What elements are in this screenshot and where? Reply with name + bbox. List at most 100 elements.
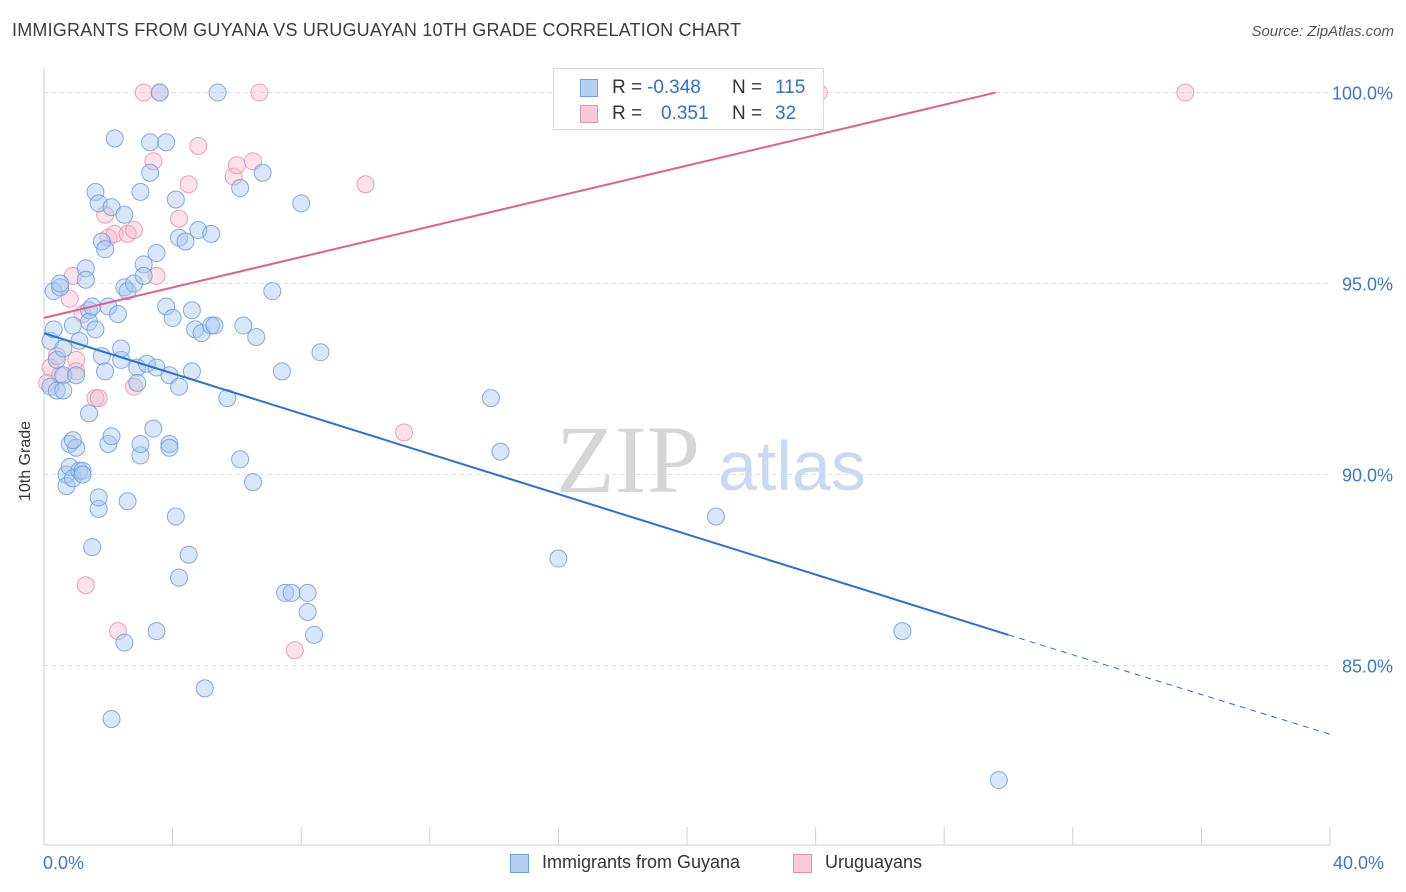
- uruguayans-point: [76, 576, 95, 595]
- guyana-point: [131, 434, 150, 453]
- watermark-zip: ZIP: [556, 406, 700, 513]
- uruguayans-point: [144, 152, 163, 171]
- y-tick-label: 90.0%: [1342, 466, 1393, 486]
- legend-r-value: -0.348: [647, 77, 701, 98]
- guyana-point: [118, 492, 137, 511]
- guyana-point: [86, 182, 105, 201]
- uruguayans-point: [189, 137, 208, 156]
- guyana-point: [73, 465, 92, 484]
- guyana-point: [63, 316, 82, 335]
- uruguayans-point: [47, 347, 66, 366]
- guyana-point: [54, 366, 73, 385]
- guyana-point: [147, 243, 166, 262]
- legend-row-guyana: R = -0.348 N = 115: [554, 75, 823, 101]
- guyana-point: [298, 603, 317, 622]
- y-axis-label-wrap: 10th Grade: [6, 412, 46, 532]
- bottom-legend-swatch-pink: [793, 854, 812, 873]
- uruguayans-point: [108, 622, 127, 641]
- uruguayans-trend-line: [43, 91, 996, 319]
- guyana-points: [41, 83, 1008, 790]
- x-tick-label-max: 40.0%: [1333, 853, 1385, 873]
- uruguayans-point: [179, 175, 198, 194]
- guyana-point: [80, 404, 99, 423]
- source-label: Source: ZipAtlas.com: [1251, 23, 1394, 40]
- guyana-trend-line: [43, 332, 1009, 636]
- legend-swatch-pink: [580, 105, 598, 123]
- guyana-point: [170, 568, 189, 587]
- guyana-point: [67, 366, 86, 385]
- guyana-point: [253, 163, 272, 182]
- guyana-point: [51, 274, 70, 293]
- guyana-point: [298, 583, 317, 602]
- guyana-point: [263, 282, 282, 301]
- guyana-point: [51, 278, 70, 297]
- guyana-point: [706, 507, 725, 526]
- guyana-point: [202, 224, 221, 243]
- guyana-point: [311, 343, 330, 362]
- guyana-point: [160, 434, 179, 453]
- guyana-point: [163, 308, 182, 327]
- bottom-legend-label: Immigrants from Guyana: [542, 852, 741, 872]
- guyana-point: [83, 538, 102, 557]
- guyana-point: [182, 301, 201, 320]
- guyana-point: [231, 450, 250, 469]
- uruguayans-point: [134, 83, 153, 102]
- guyana-point: [125, 274, 144, 293]
- guyana-point: [176, 232, 195, 251]
- guyana-point: [76, 270, 95, 289]
- uruguayans-point: [395, 423, 414, 442]
- x-tick-label-min: 0.0%: [43, 853, 85, 873]
- uruguayans-points: [38, 83, 1195, 660]
- guyana-point: [231, 179, 250, 198]
- guyana-point: [44, 320, 63, 339]
- uruguayans-point: [170, 209, 189, 228]
- legend-row-uruguayans: R = 0.351 N = 32: [554, 101, 823, 127]
- guyana-point: [63, 469, 82, 488]
- guyana-point: [96, 240, 115, 259]
- guyana-point: [989, 771, 1008, 790]
- guyana-point: [166, 190, 185, 209]
- guyana-point: [205, 316, 224, 335]
- uruguayans-point: [96, 205, 115, 224]
- guyana-point: [160, 438, 179, 457]
- correlation-legend: R = -0.348 N = 115 R = 0.351 N = 32: [553, 68, 824, 130]
- uruguayans-point: [125, 221, 144, 240]
- legend-r-label: R =: [612, 77, 643, 98]
- guyana-point: [144, 419, 163, 438]
- guyana-point: [234, 316, 253, 335]
- guyana-point: [166, 507, 185, 526]
- uruguayans-point: [89, 389, 108, 408]
- guyana-point: [305, 625, 324, 644]
- uruguayans-point: [243, 152, 262, 171]
- guyana-point: [115, 633, 134, 652]
- guyana-point: [276, 583, 295, 602]
- uruguayans-point: [356, 175, 375, 194]
- guyana-point: [195, 679, 214, 698]
- guyana-point: [491, 442, 510, 461]
- guyana-point: [47, 381, 66, 400]
- guyana-point: [208, 83, 227, 102]
- guyana-point: [86, 320, 105, 339]
- guyana-point: [481, 389, 500, 408]
- guyana-point: [102, 709, 121, 728]
- guyana-point: [108, 305, 127, 324]
- guyana-point: [115, 205, 134, 224]
- uruguayans-point: [285, 641, 304, 660]
- legend-r-value: 0.351: [661, 103, 709, 124]
- guyana-point: [105, 129, 124, 148]
- guyana-point: [118, 282, 137, 301]
- guyana-point: [243, 473, 262, 492]
- guyana-point: [57, 476, 76, 495]
- guyana-point: [893, 622, 912, 641]
- uruguayans-point: [227, 156, 246, 175]
- guyana-point: [549, 549, 568, 568]
- guyana-point: [73, 461, 92, 480]
- y-tick-label: 95.0%: [1342, 275, 1393, 295]
- legend-n-label: N =: [732, 77, 763, 98]
- guyana-point: [63, 431, 82, 450]
- guyana-point: [170, 377, 189, 396]
- guyana-point: [292, 194, 311, 213]
- watermark: ZIP atlas: [556, 406, 866, 513]
- guyana-point: [80, 312, 99, 331]
